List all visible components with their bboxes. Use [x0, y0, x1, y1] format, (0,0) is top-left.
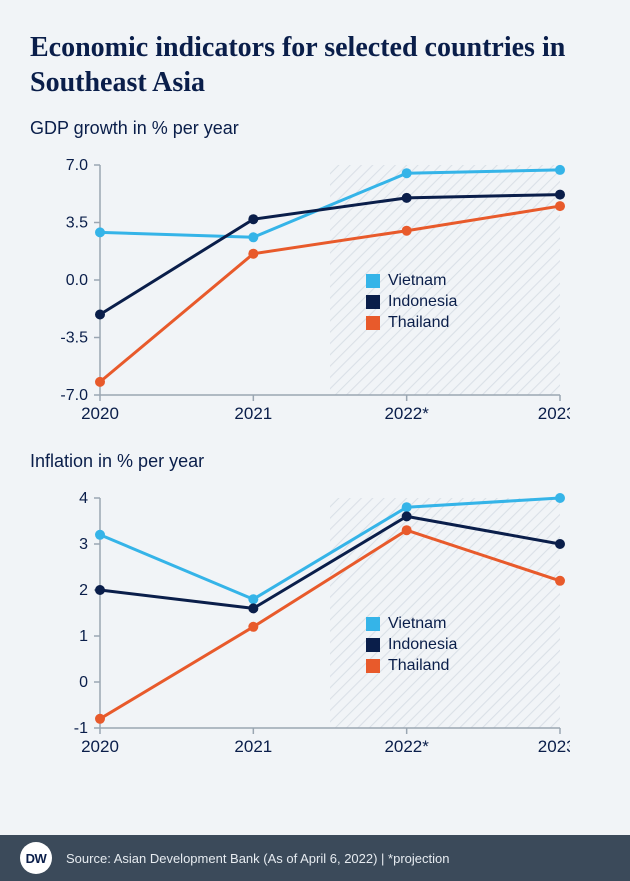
legend-item-vietnam: Vietnam	[366, 615, 457, 633]
data-point	[95, 530, 105, 540]
legend-label: Thailand	[388, 657, 449, 675]
legend-label: Vietnam	[388, 272, 446, 290]
data-point	[555, 201, 565, 211]
dw-logo-icon: DW	[20, 842, 52, 874]
legend-item-indonesia: Indonesia	[366, 293, 457, 311]
data-point	[555, 576, 565, 586]
y-tick-label: 4	[79, 490, 88, 507]
legend-label: Indonesia	[388, 636, 457, 654]
chart-subtitle-gdp: GDP growth in % per year	[30, 118, 600, 139]
data-point	[95, 227, 105, 237]
legend-swatch-icon	[366, 638, 380, 652]
y-tick-label: 7.0	[66, 157, 88, 174]
data-point	[95, 585, 105, 595]
data-point	[555, 165, 565, 175]
y-tick-label: -7.0	[60, 387, 88, 404]
legend-label: Thailand	[388, 314, 449, 332]
legend-item-thailand: Thailand	[366, 314, 457, 332]
y-tick-label: 3.5	[66, 215, 88, 232]
data-point	[248, 622, 258, 632]
data-point	[402, 168, 412, 178]
legend-label: Indonesia	[388, 293, 457, 311]
y-tick-label: -1	[74, 720, 88, 737]
x-tick-label: 2020	[81, 737, 119, 756]
data-point	[95, 714, 105, 724]
legend-label: Vietnam	[388, 615, 446, 633]
data-point	[402, 525, 412, 535]
y-tick-label: 3	[79, 536, 88, 553]
y-tick-label: 1	[79, 628, 88, 645]
data-point	[248, 249, 258, 259]
data-point	[555, 539, 565, 549]
data-point	[248, 214, 258, 224]
data-point	[555, 493, 565, 503]
x-tick-label: 2023*	[538, 737, 570, 756]
chart-subtitle-inflation: Inflation in % per year	[30, 451, 600, 472]
inflation-chart: -1 0 1 2 3 4 2020 2021 2022* 2023* Vietnam Indonesi…	[30, 478, 600, 758]
y-tick-label: -3.5	[60, 330, 88, 347]
data-point	[402, 511, 412, 521]
legend-item-indonesia: Indonesia	[366, 636, 457, 654]
data-point	[402, 502, 412, 512]
legend-item-thailand: Thailand	[366, 657, 457, 675]
data-point	[248, 603, 258, 613]
data-point	[95, 377, 105, 387]
x-tick-label: 2023*	[538, 404, 570, 423]
data-point	[402, 193, 412, 203]
y-tick-label: 2	[79, 582, 88, 599]
data-point	[95, 310, 105, 320]
data-point	[248, 594, 258, 604]
gdp-chart: -7.0 -3.5 0.0 3.5 7.0 2020 2021 2022* 2023* Vietn…	[30, 145, 600, 425]
source-text: Source: Asian Development Bank (As of Ap…	[66, 851, 449, 866]
legend-swatch-icon	[366, 316, 380, 330]
x-tick-label: 2020	[81, 404, 119, 423]
legend-swatch-icon	[366, 659, 380, 673]
x-tick-label: 2021	[234, 737, 272, 756]
data-point	[555, 190, 565, 200]
x-tick-label: 2021	[234, 404, 272, 423]
legend-item-vietnam: Vietnam	[366, 272, 457, 290]
x-tick-label: 2022*	[384, 404, 429, 423]
legend-swatch-icon	[366, 617, 380, 631]
y-tick-label: 0	[79, 674, 88, 691]
chart-legend: Vietnam Indonesia Thailand	[360, 265, 463, 339]
chart-legend: Vietnam Indonesia Thailand	[360, 608, 463, 682]
x-tick-label: 2022*	[384, 737, 429, 756]
data-point	[248, 232, 258, 242]
data-point	[402, 226, 412, 236]
legend-swatch-icon	[366, 295, 380, 309]
footer-bar: DW Source: Asian Development Bank (As of…	[0, 835, 630, 881]
y-tick-label: 0.0	[66, 272, 88, 289]
page-title: Economic indicators for selected countri…	[30, 30, 600, 100]
legend-swatch-icon	[366, 274, 380, 288]
